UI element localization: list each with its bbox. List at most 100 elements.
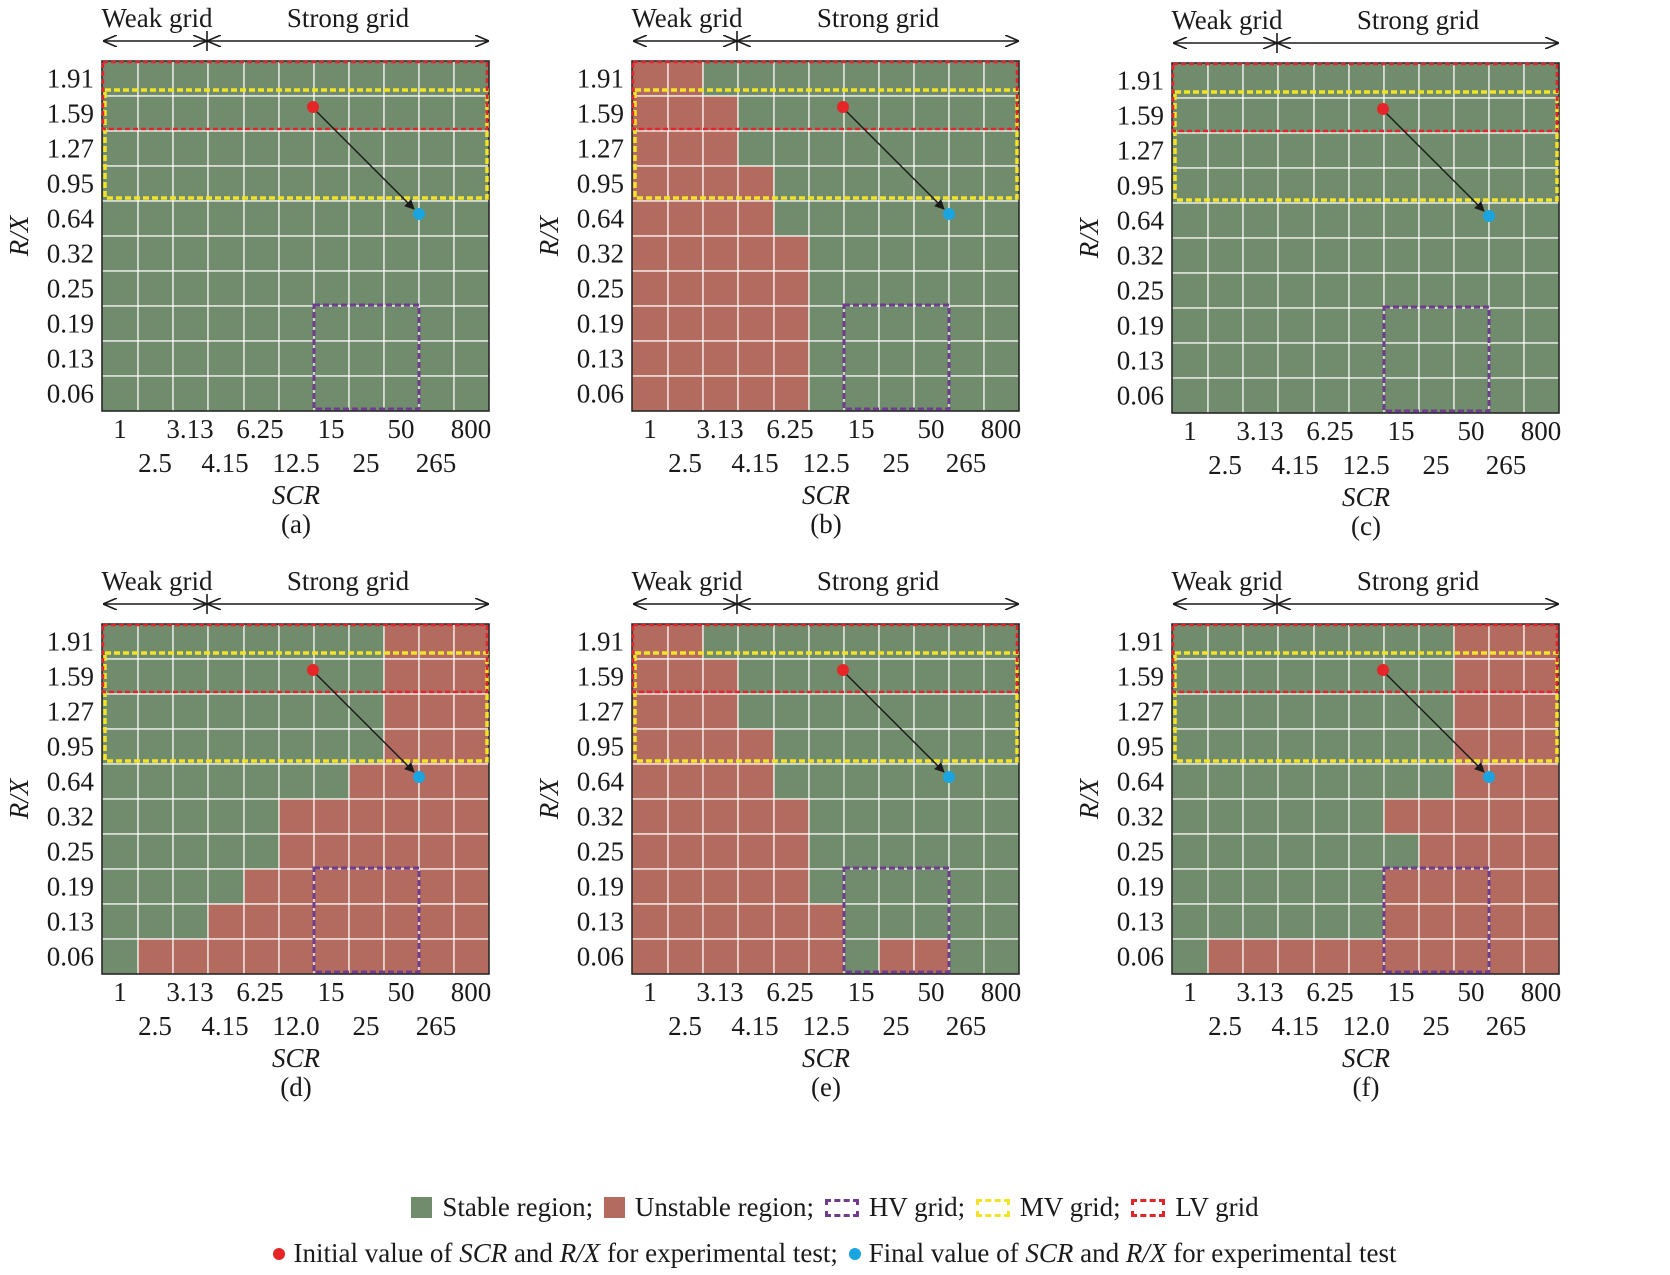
cell-r5-c5 [278, 235, 315, 272]
cell-r9-c10 [983, 938, 1020, 975]
cell-r6-c3 [207, 833, 245, 870]
cell-r8-c9 [948, 903, 985, 940]
cell-r6-c1 [137, 833, 174, 870]
cell-r9-c2 [702, 938, 739, 975]
strong-grid-label: Strong grid [287, 566, 410, 596]
cell-r1-c5 [808, 658, 845, 695]
cell-r9-c6 [1383, 377, 1420, 414]
cell-r6-c7 [348, 833, 385, 870]
weak-grid-label: Weak grid [1171, 5, 1283, 35]
cell-r7-c7 [878, 868, 915, 905]
legend-row-1: Stable region; Unstable region; HV grid;… [0, 1190, 1670, 1223]
cell-r1-c4 [773, 658, 810, 695]
cell-r7-c1 [1207, 868, 1244, 905]
cell-r4-c4 [1313, 202, 1350, 239]
cell-r4-c7 [348, 763, 385, 800]
cell-r7-c10 [453, 305, 490, 342]
cell-r6-c10 [1523, 833, 1560, 870]
cell-r2-c8 [1453, 693, 1490, 730]
x-tick-label-top: 800 [981, 414, 1022, 444]
cell-r7-c2 [702, 868, 739, 905]
cell-r7-c5 [1348, 307, 1385, 344]
cell-r8-c5 [278, 340, 315, 377]
x-tick-label-bottom: 265 [416, 1011, 457, 1041]
cell-r8-c9 [1488, 342, 1525, 379]
cell-r7-c1 [1207, 307, 1244, 344]
cell-r1-c7 [1418, 97, 1455, 134]
cell-r6-c3 [737, 833, 775, 870]
cell-r9-c0 [101, 938, 139, 975]
cell-r8-c10 [1523, 342, 1560, 379]
final-point [943, 208, 955, 220]
cell-r8-c3 [207, 340, 245, 377]
cell-r4-c8 [383, 763, 420, 800]
cell-r2-c0 [1171, 693, 1209, 730]
cell-r3-c9 [1488, 728, 1525, 765]
legend-row-2: Initial value of SCR and R/X for experim… [0, 1236, 1670, 1269]
cell-r3-c10 [1523, 728, 1560, 765]
cell-r5-c5 [808, 235, 845, 272]
y-tick-label: 1.59 [47, 99, 94, 129]
cell-r1-c8 [913, 658, 950, 695]
x-tick-label-bottom: 2.5 [138, 1011, 172, 1041]
cell-r5-c2 [172, 235, 209, 272]
cell-r8-c0 [631, 903, 669, 940]
cell-r5-c9 [1488, 798, 1525, 835]
cell-r9-c10 [1523, 377, 1560, 414]
cell-r6-c3 [207, 270, 245, 307]
trajectory-arrow [312, 670, 415, 773]
cell-r1-c9 [1488, 97, 1525, 134]
cell-r1-c8 [383, 658, 420, 695]
y-tick-label: 0.32 [47, 802, 94, 832]
cell-r6-c7 [348, 270, 385, 307]
cell-r6-c2 [702, 833, 739, 870]
initial-point [837, 101, 849, 113]
x-tick-label-bottom: 265 [1486, 1011, 1527, 1041]
cell-r3-c2 [702, 728, 739, 765]
cell-r6-c6 [1383, 833, 1420, 870]
cell-r2-c1 [137, 693, 174, 730]
y-tick-label: 0.32 [1117, 241, 1164, 271]
hv-grid-box [842, 866, 951, 974]
cell-r6-c3 [1277, 272, 1315, 309]
cell-r2-c2 [702, 693, 739, 730]
cell-r2-c5 [1348, 693, 1385, 730]
lv-grid-box [101, 60, 489, 131]
cell-r2-c2 [1242, 132, 1279, 169]
x-tick-label-bottom: 25 [1423, 1011, 1450, 1041]
strong-grid-label: Strong grid [817, 3, 940, 33]
cell-r6-c2 [172, 270, 209, 307]
x-tick-label-bottom: 4.15 [201, 1011, 248, 1041]
cell-r5-c5 [808, 798, 845, 835]
cell-r3-c5 [278, 165, 315, 202]
cell-r6-c5 [278, 270, 315, 307]
cell-r4-c3 [1277, 763, 1315, 800]
cell-r1-c10 [453, 658, 490, 695]
cell-r4-c10 [983, 200, 1020, 237]
y-axis-label: R/X [1074, 216, 1104, 259]
cell-r9-c1 [667, 375, 704, 412]
cell-r5-c10 [453, 798, 490, 835]
cell-r3-c9 [1488, 167, 1525, 204]
cell-r9-c0 [631, 938, 669, 975]
cell-r8-c7 [1418, 342, 1455, 379]
cell-r8-c6 [843, 340, 880, 377]
cell-r2-c9 [1488, 132, 1525, 169]
x-tick-label-top: 800 [1521, 977, 1562, 1007]
y-tick-label: 0.13 [47, 344, 94, 374]
cell-r6-c8 [383, 270, 420, 307]
cell-r8-c7 [878, 903, 915, 940]
x-tick-label-top: 6.25 [236, 977, 283, 1007]
cell-r3-c8 [913, 728, 950, 765]
x-tick-label-top: 800 [451, 977, 492, 1007]
cell-r1-c2 [1242, 658, 1279, 695]
x-tick-label-top: 3.13 [166, 977, 213, 1007]
cell-r4-c10 [453, 200, 490, 237]
cell-r8-c1 [1207, 342, 1244, 379]
panel-label: (a) [281, 509, 311, 539]
panel-c: Weak grid Strong grid 1.91 1.59 1.27 0.95 0.64… [1074, 5, 1561, 541]
cell-r8-c7 [1418, 903, 1455, 940]
cell-r6-c6 [843, 270, 880, 307]
cell-r3-c1 [137, 728, 174, 765]
cell-r8-c3 [1277, 342, 1315, 379]
